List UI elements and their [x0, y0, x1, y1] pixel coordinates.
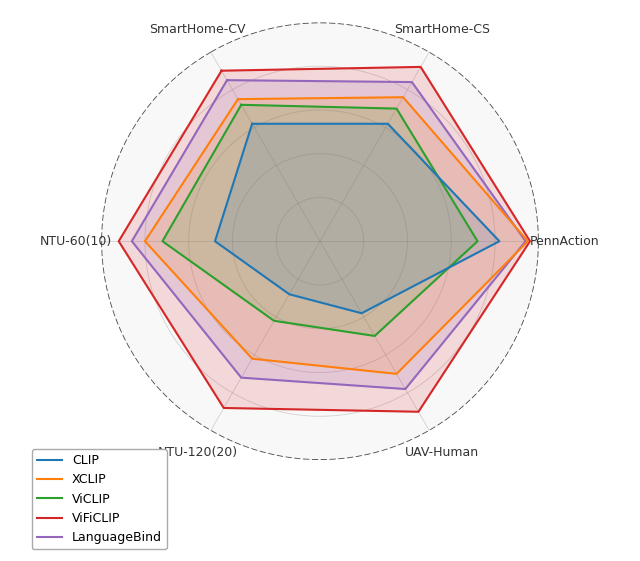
Line: ViCLIP: ViCLIP: [163, 105, 477, 336]
Polygon shape: [215, 124, 499, 313]
Line: XCLIP: XCLIP: [145, 97, 528, 374]
ViCLIP: [393, 105, 401, 112]
Legend: CLIP, XCLIP, ViCLIP, ViFiCLIP, LanguageBind: CLIP, XCLIP, ViCLIP, ViFiCLIP, LanguageB…: [32, 449, 167, 549]
CLIP: [358, 310, 365, 316]
Polygon shape: [132, 80, 525, 389]
ViFiCLIP: [218, 67, 225, 74]
ViFiCLIP: [220, 404, 228, 411]
CLIP: [285, 291, 293, 298]
Polygon shape: [163, 105, 477, 336]
CLIP: [248, 121, 256, 127]
LanguageBind: [522, 238, 529, 245]
CLIP: [248, 121, 256, 127]
XCLIP: [248, 355, 256, 362]
ViFiCLIP: [526, 238, 534, 245]
Polygon shape: [101, 22, 539, 460]
XCLIP: [399, 94, 407, 100]
LanguageBind: [223, 77, 231, 84]
LanguageBind: [401, 385, 409, 392]
LanguageBind: [237, 374, 245, 381]
LanguageBind: [223, 77, 231, 84]
CLIP: [211, 238, 219, 245]
Polygon shape: [118, 67, 530, 412]
XCLIP: [393, 370, 401, 377]
CLIP: [384, 121, 392, 127]
ViCLIP: [159, 238, 166, 245]
ViFiCLIP: [218, 67, 225, 74]
Line: CLIP: CLIP: [215, 124, 499, 313]
Line: LanguageBind: LanguageBind: [132, 80, 525, 389]
ViFiCLIP: [415, 408, 422, 415]
ViFiCLIP: [417, 63, 424, 70]
XCLIP: [234, 96, 242, 103]
ViCLIP: [237, 102, 245, 108]
XCLIP: [524, 238, 532, 245]
Polygon shape: [145, 97, 528, 374]
ViFiCLIP: [115, 238, 122, 245]
ViCLIP: [270, 318, 278, 324]
XCLIP: [141, 238, 149, 245]
XCLIP: [234, 96, 242, 103]
LanguageBind: [128, 238, 136, 245]
ViCLIP: [371, 333, 378, 339]
Line: ViFiCLIP: ViFiCLIP: [118, 67, 530, 412]
ViCLIP: [474, 238, 481, 245]
LanguageBind: [408, 79, 416, 85]
CLIP: [495, 238, 503, 245]
ViCLIP: [237, 102, 245, 108]
